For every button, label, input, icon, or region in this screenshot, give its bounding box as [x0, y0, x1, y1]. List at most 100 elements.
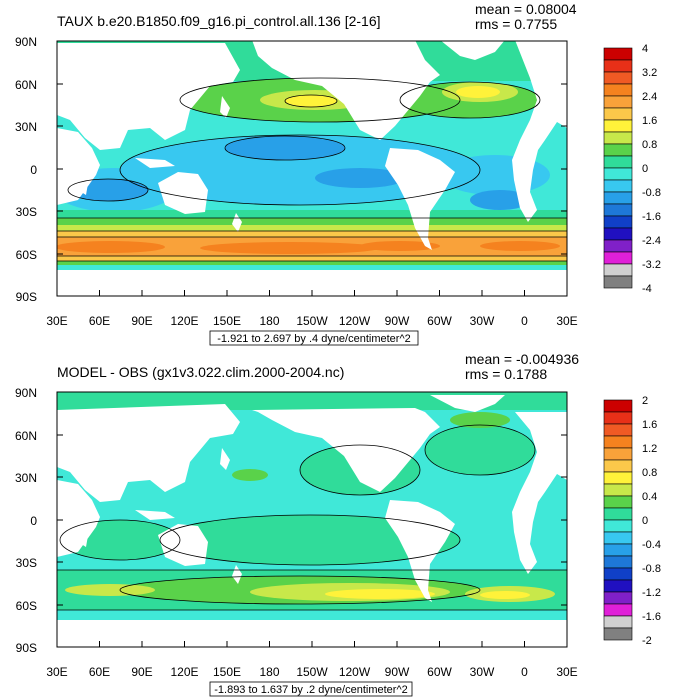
- colorbar-swatch: [603, 239, 633, 253]
- colorbar-swatch: [603, 531, 633, 545]
- lon-label: 150E: [213, 314, 241, 328]
- lon-label: 60W: [427, 665, 452, 679]
- colorbar-swatch: [603, 483, 633, 497]
- lat-label: 90S: [16, 641, 37, 655]
- lon-label: 150E: [213, 665, 241, 679]
- colorbar-swatch: [603, 263, 633, 277]
- colorbar-label: -1.2: [642, 587, 661, 599]
- lon-label: 90W: [385, 314, 410, 328]
- colorbar-label: -1.6: [642, 211, 661, 223]
- lat-label: 30S: [16, 556, 37, 570]
- colorbar-label: 2.4: [642, 91, 657, 103]
- colorbar-swatch: [603, 591, 633, 605]
- colorbar-swatch: [603, 155, 633, 169]
- lon-label: 150W: [296, 314, 328, 328]
- top-continents: [57, 41, 567, 250]
- top-panel-rms: rms = 0.7755: [475, 16, 557, 32]
- colorbar-swatch: [603, 131, 633, 145]
- colorbar-label: -0.8: [642, 187, 661, 199]
- colorbar-swatch: [603, 423, 633, 437]
- colorbar-label: 3.2: [642, 67, 657, 79]
- colorbar-label: -1.6: [642, 611, 661, 623]
- lat-label: 90N: [15, 35, 37, 49]
- lon-label: 30W: [470, 314, 495, 328]
- colorbar-swatch: [603, 507, 633, 521]
- bottom-panel-title: MODEL - OBS (gx1v3.022.clim.2000-2004.nc…: [57, 364, 344, 380]
- lat-label: 0: [30, 163, 37, 177]
- lat-label: 60S: [16, 248, 37, 262]
- colorbar-swatch: [603, 167, 633, 181]
- colorbar-label: 0: [642, 163, 648, 175]
- lat-label: 30S: [16, 205, 37, 219]
- bottom-panel: MODEL - OBS (gx1v3.022.clim.2000-2004.nc…: [15, 351, 661, 697]
- colorbar-label: -0.8: [642, 563, 661, 575]
- top-contour-lines: [57, 77, 567, 262]
- lat-label: 90N: [15, 386, 37, 400]
- top-panel-mean: mean = 0.08004: [475, 1, 577, 17]
- colorbar-label: 0.8: [642, 467, 657, 479]
- lat-label: 60N: [15, 429, 37, 443]
- colorbar-swatch: [603, 95, 633, 109]
- colorbar-swatch: [603, 179, 633, 193]
- bottom-continents: [57, 395, 567, 602]
- lat-label: 30N: [15, 471, 37, 485]
- lat-label: 0: [30, 514, 37, 528]
- colorbar-swatch: [603, 519, 633, 533]
- colorbar-swatch: [603, 627, 633, 641]
- colorbar-swatch: [603, 251, 633, 265]
- bottom-range-label: -1.893 to 1.637 by .2 dyne/centimeter^2: [214, 684, 408, 696]
- bottom-range-box: -1.893 to 1.637 by .2 dyne/centimeter^2: [209, 681, 413, 697]
- colorbar-label: -2: [642, 635, 652, 647]
- colorbar-swatch: [603, 567, 633, 581]
- lon-label: 180: [259, 665, 279, 679]
- lat-label: 90S: [16, 290, 37, 304]
- colorbar-swatch: [603, 447, 633, 461]
- lon-label: 30W: [470, 665, 495, 679]
- colorbar-swatch: [603, 495, 633, 509]
- lon-label: 90E: [131, 665, 152, 679]
- colorbar-swatch: [603, 215, 633, 229]
- colorbar-swatch: [603, 143, 633, 157]
- colorbar-swatch: [603, 83, 633, 97]
- colorbar-swatch: [603, 579, 633, 593]
- top-panel-title: TAUX b.e20.B1850.f09_g16.pi_control.all.…: [57, 13, 381, 29]
- lon-label: 30E: [46, 665, 67, 679]
- top-map: [56, 40, 568, 297]
- lon-label: 120E: [170, 665, 198, 679]
- lon-label: 30E: [556, 314, 577, 328]
- colorbar-swatch: [603, 107, 633, 121]
- lon-label: 120W: [339, 314, 371, 328]
- bottom-panel-mean: mean = -0.004936: [465, 351, 579, 367]
- colorbar-label: 4: [642, 43, 648, 55]
- colorbar-swatch: [603, 603, 633, 617]
- bottom-map: [56, 391, 568, 648]
- lon-label: 90W: [385, 665, 410, 679]
- colorbar-swatch: [603, 119, 633, 133]
- colorbar-swatch: [603, 47, 633, 61]
- top-lat-labels: 90N 60N 30N 0 30S 60S 90S: [15, 35, 37, 304]
- colorbar-label: 1.6: [642, 115, 657, 127]
- colorbar-swatch: [603, 275, 633, 289]
- lon-label: 60E: [89, 314, 110, 328]
- colorbar-label: -0.4: [642, 539, 661, 551]
- lon-label: 90E: [131, 314, 152, 328]
- colorbar-swatch: [603, 399, 633, 413]
- colorbar-label: -4: [642, 283, 652, 295]
- colorbar-swatch: [603, 411, 633, 425]
- lon-label: 180: [259, 314, 279, 328]
- bottom-panel-rms: rms = 0.1788: [465, 366, 547, 382]
- top-ticks: [56, 40, 568, 297]
- bottom-ticks: [56, 391, 568, 648]
- colorbar-swatch: [603, 459, 633, 473]
- top-range-box: -1.921 to 2.697 by .4 dyne/centimeter^2: [209, 330, 419, 346]
- lon-label: 30E: [556, 665, 577, 679]
- bottom-contour-lines: [57, 424, 567, 611]
- lat-label: 60N: [15, 78, 37, 92]
- colorbar-label: -3.2: [642, 259, 661, 271]
- colorbar-swatch: [603, 471, 633, 485]
- colorbar-swatch: [603, 71, 633, 85]
- lon-label: 120E: [170, 314, 198, 328]
- colorbar-label: 0.8: [642, 139, 657, 151]
- colorbar-swatch: [603, 191, 633, 205]
